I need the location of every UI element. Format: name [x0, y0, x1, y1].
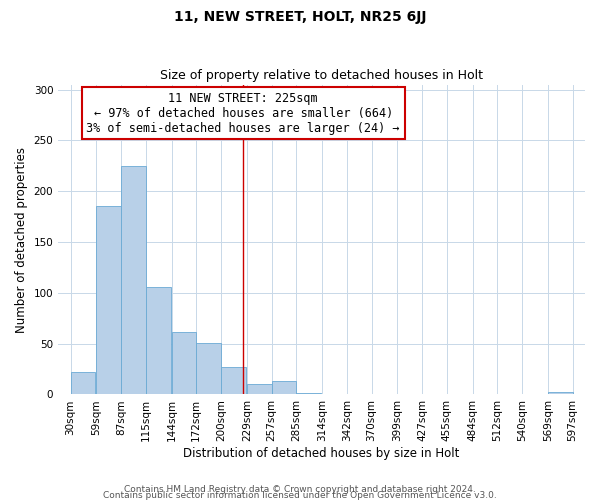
Bar	[146, 287, 170, 395]
X-axis label: Distribution of detached houses by size in Holt: Distribution of detached houses by size …	[184, 447, 460, 460]
Text: Contains public sector information licensed under the Open Government Licence v3: Contains public sector information licen…	[103, 490, 497, 500]
Bar	[71, 372, 95, 394]
Bar	[196, 342, 221, 394]
Text: 11, NEW STREET, HOLT, NR25 6JJ: 11, NEW STREET, HOLT, NR25 6JJ	[174, 10, 426, 24]
Text: Contains HM Land Registry data © Crown copyright and database right 2024.: Contains HM Land Registry data © Crown c…	[124, 484, 476, 494]
Bar	[272, 381, 296, 394]
Bar	[172, 332, 196, 394]
Text: 11 NEW STREET: 225sqm
← 97% of detached houses are smaller (664)
3% of semi-deta: 11 NEW STREET: 225sqm ← 97% of detached …	[86, 92, 400, 134]
Bar	[548, 392, 572, 394]
Bar	[96, 206, 121, 394]
Title: Size of property relative to detached houses in Holt: Size of property relative to detached ho…	[160, 69, 483, 82]
Bar	[247, 384, 272, 394]
Bar	[221, 367, 246, 394]
Bar	[121, 166, 146, 394]
Y-axis label: Number of detached properties: Number of detached properties	[15, 146, 28, 332]
